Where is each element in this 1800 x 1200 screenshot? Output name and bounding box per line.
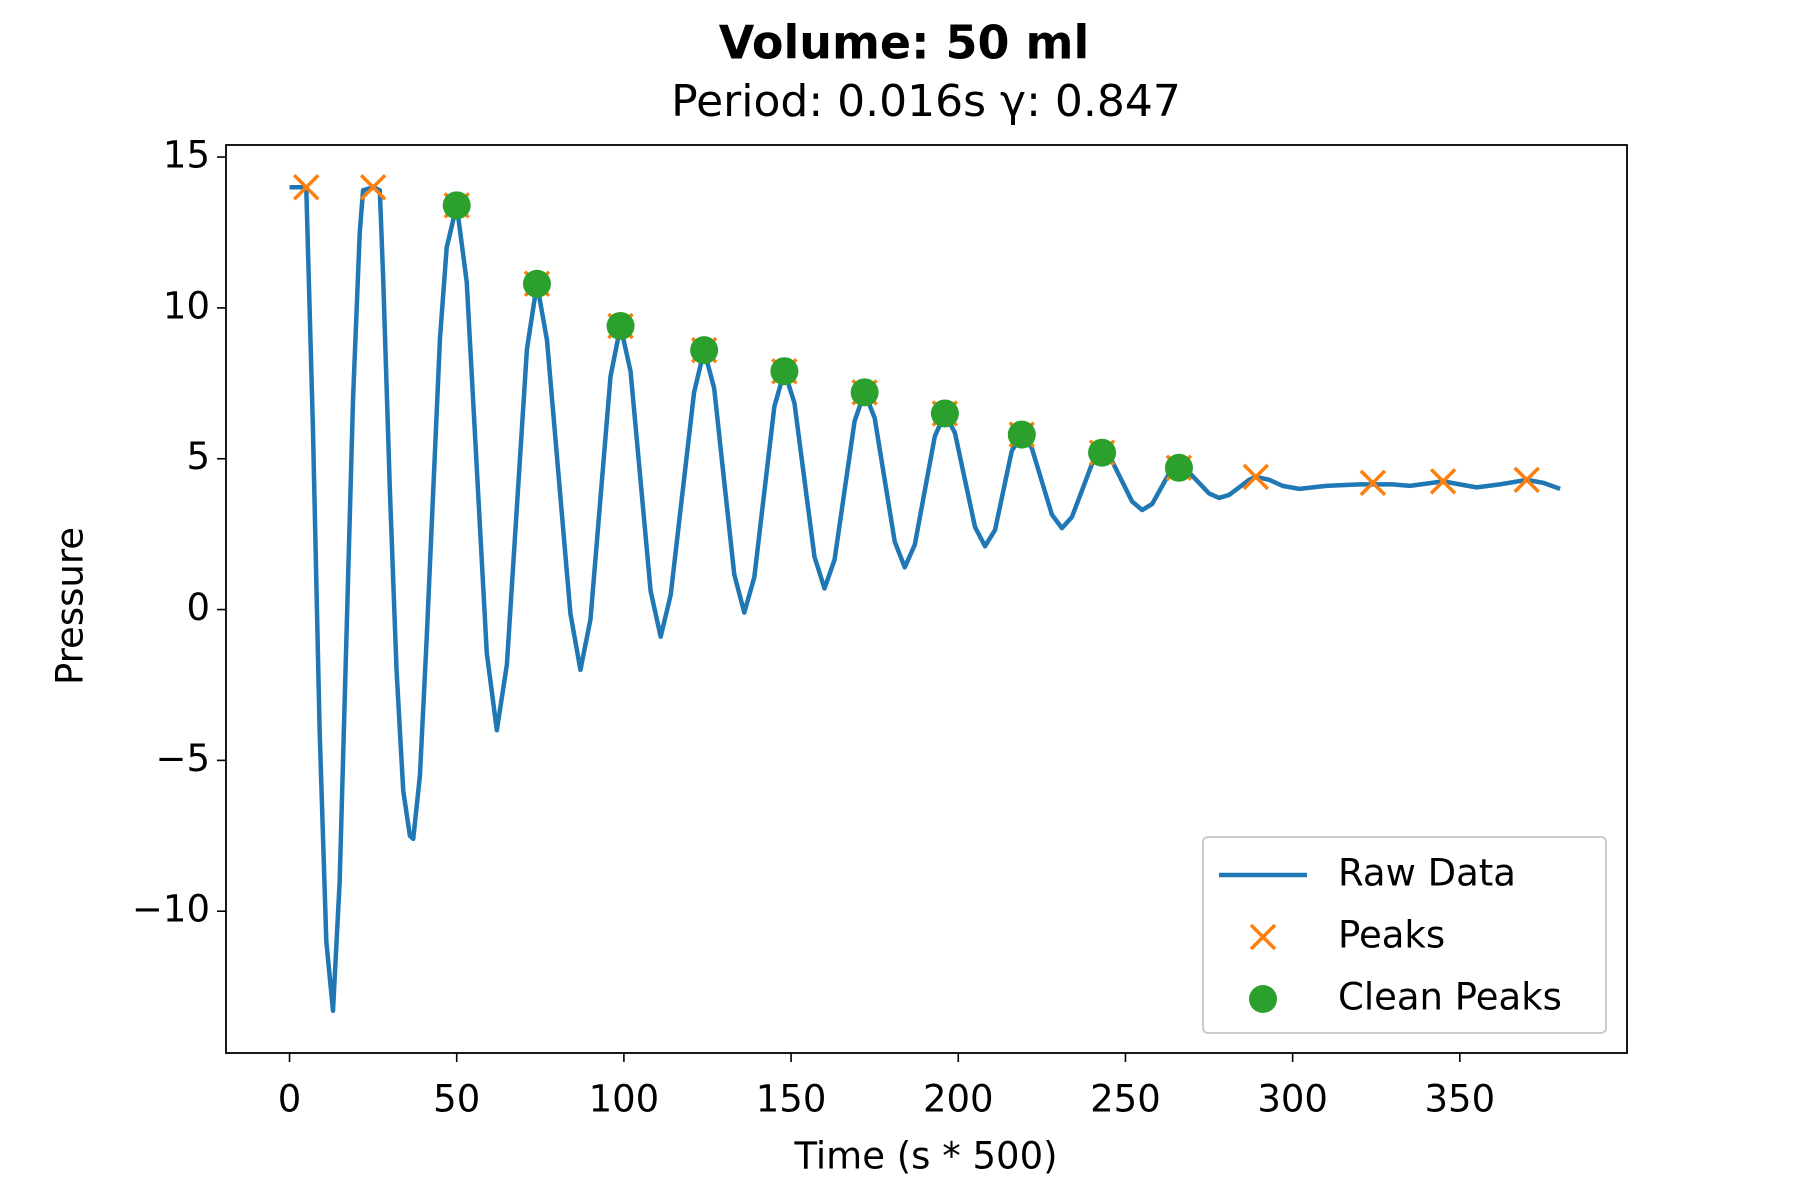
y-tick-label: 0 — [186, 586, 210, 629]
raw-data-line — [289, 184, 1561, 1014]
y-tick-label: 10 — [163, 284, 210, 327]
y-tick-label: −10 — [132, 888, 210, 931]
clean-peak-marker — [522, 269, 551, 298]
peak-marker — [359, 173, 387, 201]
y-axis-label: Pressure — [49, 527, 92, 685]
clean-peak-marker — [770, 357, 799, 386]
legend-handle — [1249, 923, 1277, 951]
x-tick-label: 250 — [1090, 1078, 1161, 1121]
chart-subtitle: Period: 0.016s γ: 0.847 — [671, 76, 1181, 127]
peak-marker — [1242, 463, 1270, 491]
x-axis-label: Time (s * 500) — [793, 1135, 1057, 1178]
clean-peak-marker — [1007, 420, 1036, 449]
legend-label: Peaks — [1338, 914, 1445, 957]
legend-box — [1202, 836, 1607, 1034]
peak-marker — [293, 173, 320, 201]
clean-peak-marker — [606, 311, 635, 340]
x-tick-label: 0 — [278, 1078, 302, 1121]
clean-peak-marker — [1164, 453, 1193, 482]
x-tick-label: 50 — [433, 1078, 480, 1121]
y-tick-label: 15 — [163, 134, 210, 177]
peak-marker — [1513, 466, 1540, 494]
clean-peak-marker — [690, 336, 719, 365]
y-tick-label: 5 — [186, 435, 210, 478]
x-tick-label: 150 — [756, 1078, 827, 1121]
clean-peak-marker — [930, 399, 959, 428]
legend-label: Clean Peaks — [1338, 976, 1562, 1019]
x-tick-label: 350 — [1425, 1078, 1496, 1121]
x-tick-label: 200 — [923, 1078, 994, 1121]
y-tick-label: −5 — [155, 737, 210, 780]
clean-peak-marker — [442, 191, 471, 220]
peak-marker — [1429, 468, 1457, 495]
x-tick-label: 100 — [589, 1078, 660, 1121]
clean-peak-marker — [1088, 438, 1117, 467]
plot-frame — [225, 144, 1628, 1054]
clean-peak-marker — [850, 378, 879, 407]
peak-marker — [1359, 469, 1387, 497]
legend-label: Raw Data — [1338, 852, 1516, 895]
x-tick-label: 300 — [1257, 1078, 1328, 1121]
chart-title: Volume: 50 ml — [719, 16, 1089, 70]
legend-handle — [1249, 985, 1277, 1013]
